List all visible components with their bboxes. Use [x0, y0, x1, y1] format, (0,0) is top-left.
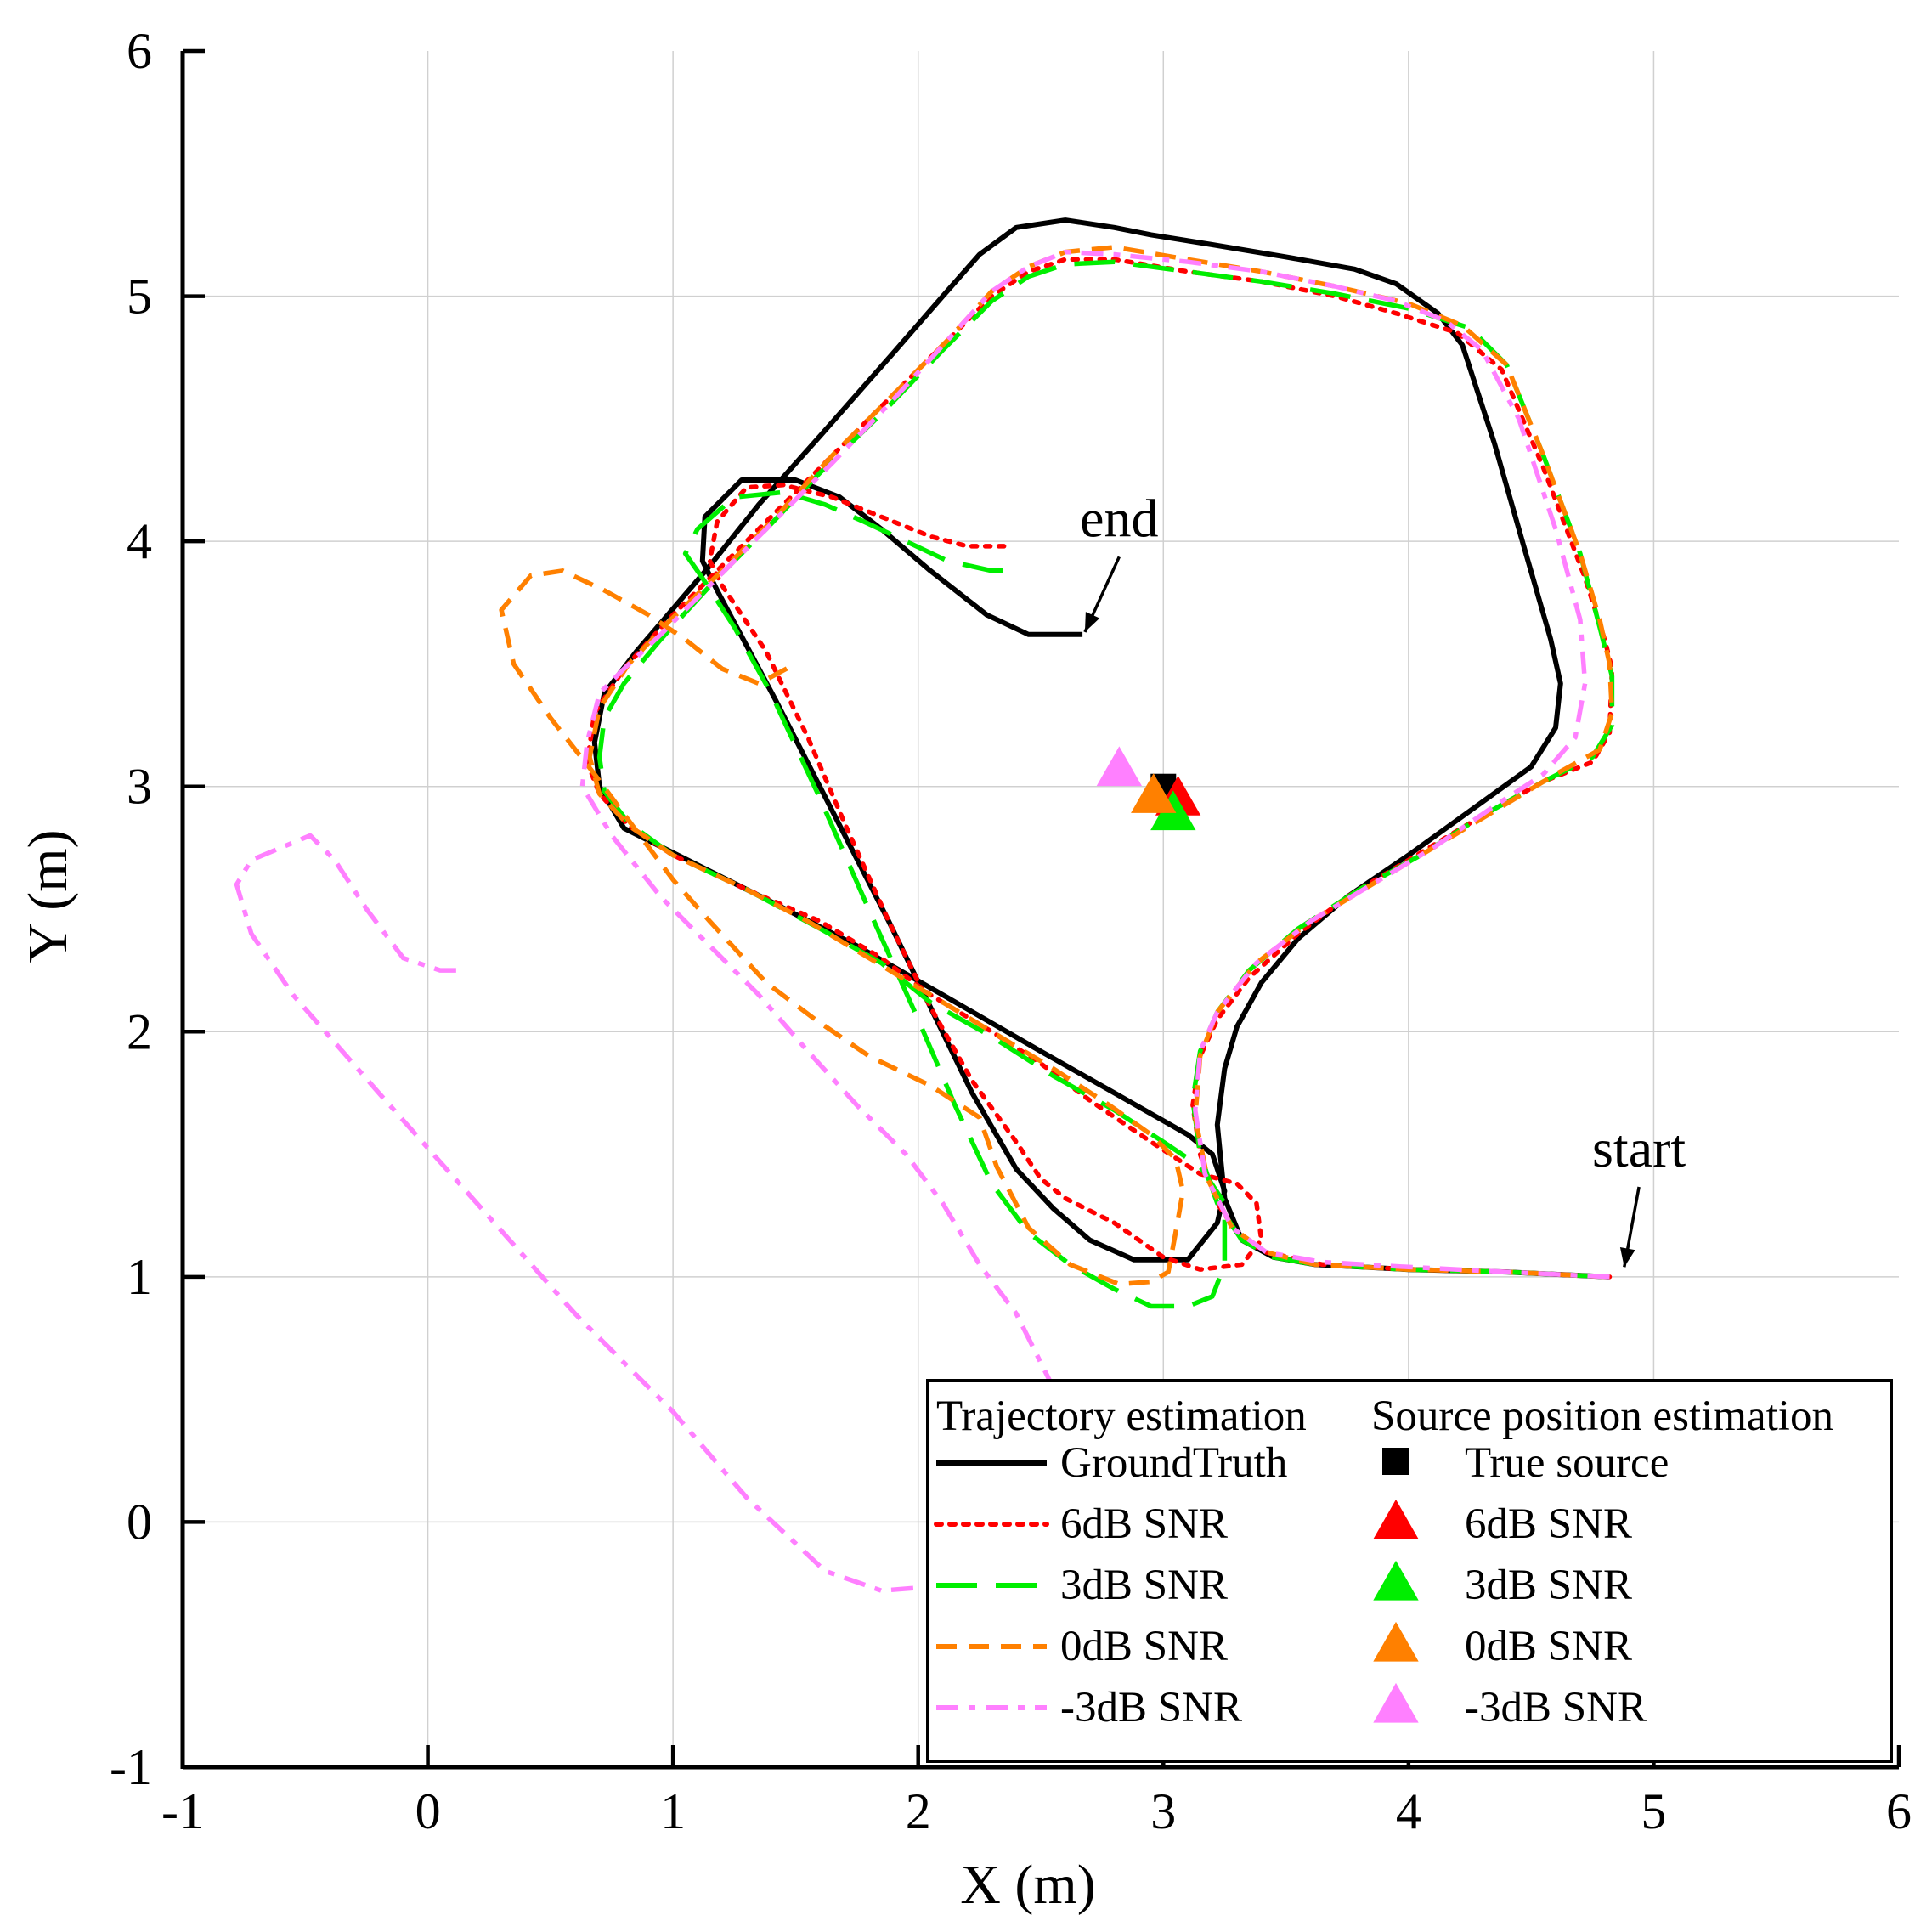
legend: Trajectory estimation Source position es… [926, 1379, 1893, 1763]
x-axis-label: X (m) [960, 1854, 1095, 1916]
legend-items: GroundTruth 6dB SNR 3dB SNR 0dB SNR -3dB SNR… [934, 1439, 1669, 1731]
series-0db-snr [499, 245, 1615, 1287]
y-tick-label: 6 [127, 23, 152, 79]
y-tick-label: 2 [127, 1003, 152, 1059]
axes: -1 0 1 2 3 4 5 6 -1 0 1 2 3 4 5 6 [110, 23, 1912, 1839]
legend-swatch-marker [1382, 1448, 1409, 1475]
legend-box [926, 1379, 1893, 1763]
x-tick-label: 2 [906, 1783, 931, 1839]
legend-swatch-marker [1373, 1499, 1419, 1539]
annotation-arrowhead [1084, 612, 1100, 632]
legend-label: GroundTruth [1060, 1439, 1287, 1487]
legend-label: 3dB SNR [1060, 1562, 1228, 1609]
y-tick-label: 1 [127, 1249, 152, 1305]
x-tick-label: 6 [1886, 1783, 1912, 1839]
source-marker-3db-snr [1096, 746, 1143, 787]
series-layer [234, 217, 1615, 1593]
legend-right-title: Source position estimation [1371, 1393, 1833, 1440]
legend-label: 6dB SNR [1465, 1500, 1632, 1548]
legend-left-title: Trajectory estimation [936, 1393, 1307, 1440]
grid [183, 51, 1899, 1767]
annotation-end: end [1080, 488, 1158, 548]
legend-swatch-marker [1373, 1560, 1419, 1601]
x-tick-label: 0 [415, 1783, 441, 1839]
y-tick-label: 0 [127, 1494, 152, 1550]
annotation-arrowhead [1619, 1247, 1635, 1268]
legend-label: 6dB SNR [1060, 1500, 1228, 1548]
series-3db-snr [596, 259, 1615, 1309]
y-tick-label: 3 [127, 759, 152, 815]
annotation-start: start [1592, 1118, 1686, 1178]
x-tick-label: 5 [1641, 1783, 1666, 1839]
x-tick-label: -1 [161, 1783, 204, 1839]
annotation-layer: end start [1080, 488, 1686, 1268]
x-tick-label: 4 [1396, 1783, 1421, 1839]
legend-label: -3dB SNR [1060, 1684, 1242, 1731]
source-marker-0db-snr [1131, 773, 1177, 813]
legend-label: True source [1465, 1439, 1669, 1487]
series-3db-snr [579, 249, 1610, 1388]
x-tick-label: 3 [1150, 1783, 1176, 1839]
legend-label: 3dB SNR [1465, 1562, 1632, 1609]
legend-label: 0dB SNR [1465, 1623, 1632, 1670]
y-tick-label: 5 [127, 268, 152, 325]
y-axis-label: Y (m) [17, 829, 79, 963]
series-3db-snr-tail [234, 833, 914, 1593]
legend-swatch-marker [1373, 1621, 1419, 1662]
y-tick-label: 4 [127, 513, 152, 569]
y-tick-label: -1 [110, 1739, 152, 1795]
marker-layer [1096, 746, 1201, 831]
legend-swatch-marker [1373, 1682, 1419, 1723]
x-tick-label: 1 [660, 1783, 686, 1839]
legend-label: -3dB SNR [1465, 1684, 1647, 1731]
legend-label: 0dB SNR [1060, 1623, 1228, 1670]
